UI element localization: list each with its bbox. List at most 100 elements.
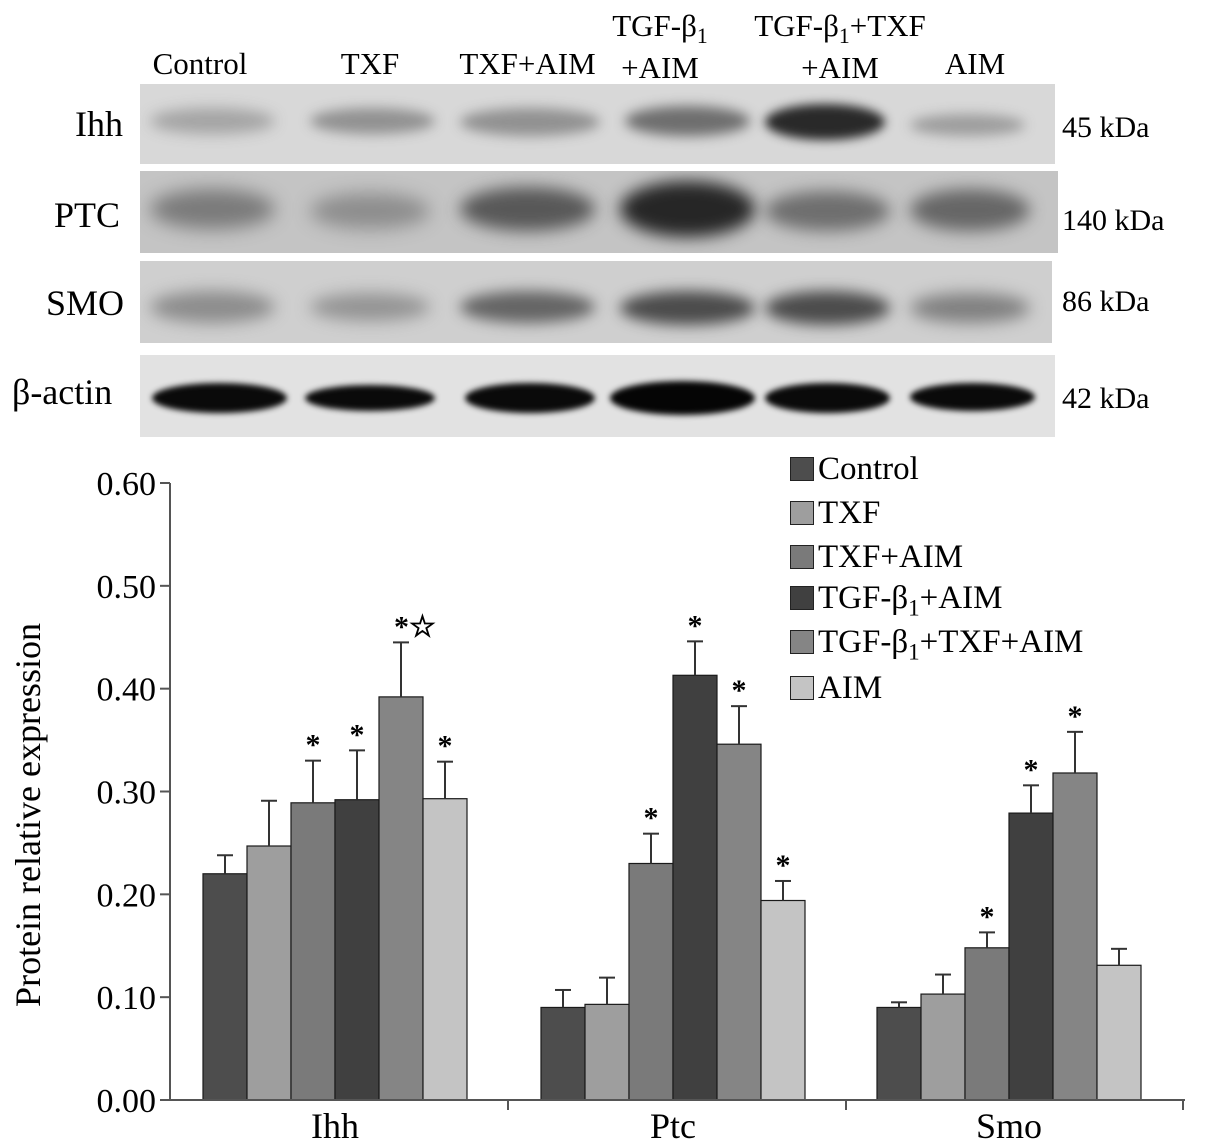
bar (584, 1003, 630, 1101)
blot-band (625, 106, 750, 136)
legend-swatch (790, 630, 814, 654)
legend-item-control: Control (790, 450, 919, 488)
significance-mark: * (644, 802, 659, 835)
bar (422, 798, 468, 1101)
blot-band (620, 291, 755, 325)
row-label-beta-actin: β-actin (12, 372, 113, 412)
legend-subscript: 1 (908, 594, 920, 621)
blot-band (910, 383, 1035, 411)
legend-label: TXF (818, 495, 881, 531)
blot-band (465, 383, 595, 413)
legend-label: Control (818, 451, 919, 487)
y-axis-label: Protein relative expression (8, 623, 48, 1007)
blot-band (150, 108, 275, 134)
y-tick-label: 0.00 (97, 1083, 157, 1120)
western-blot-panel: Control TXF TXF+AIM TGF-β1 +AIM TGF-β1+T… (0, 0, 1205, 440)
significance-mark: * (776, 849, 791, 882)
y-tick-label: 0.30 (97, 775, 157, 812)
legend-item-aim: AIM (790, 669, 882, 707)
bar (628, 862, 674, 1101)
blot-band (310, 108, 435, 134)
legend-item-txf: TXF (790, 494, 880, 532)
significance-mark: * (732, 674, 747, 707)
bar (716, 743, 762, 1101)
x-tick-label: Ihh (311, 1106, 359, 1140)
blot-band (460, 291, 595, 323)
bar (334, 799, 380, 1101)
significance-mark: * (980, 900, 995, 933)
blot-strip-beta-actin (140, 355, 1055, 437)
legend-label: TXF+AIM (818, 539, 964, 575)
legend-item-tgf-txf-aim: TGF-β1+TXF+AIM (790, 623, 1083, 671)
bar (1052, 772, 1098, 1101)
lane-label-txf-aim: TXF+AIM (459, 46, 596, 81)
bar (290, 802, 336, 1101)
bar (1008, 812, 1054, 1101)
blot-band (310, 293, 430, 321)
y-tick-label: 0.60 (97, 466, 157, 503)
legend-item-txf-aim: TXF+AIM (790, 538, 963, 576)
bar-chart: * * * * * * *☆ * * * * 0.00 0.10 0.20 0.30 0.40 0.50 0.6… (8, 466, 1185, 1140)
y-tick-label: 0.10 (97, 980, 157, 1017)
legend-label-suffix: +AIM (919, 580, 1003, 616)
x-tick-label: Smo (976, 1106, 1042, 1140)
y-tick-label: 0.20 (97, 877, 157, 914)
mw-label-smo: 86 kDa (1062, 285, 1150, 318)
blot-band (150, 291, 275, 323)
blot-band (305, 385, 435, 411)
bar (202, 873, 248, 1101)
significance-mark: * (1024, 753, 1039, 786)
legend-item-tgf-aim: TGF-β1+AIM (790, 579, 1002, 627)
significance-mark: * (438, 730, 453, 763)
lane-label-tgf-aim-line2: +AIM (621, 50, 699, 86)
blot-band (910, 189, 1030, 231)
blot-strip-ihh (140, 84, 1055, 164)
blot-band (765, 104, 885, 140)
significance-mark: * (688, 609, 703, 642)
legend-swatch (790, 545, 814, 569)
bar (876, 1006, 922, 1101)
significance-mark: * (1068, 700, 1083, 733)
x-tick-label: Ptc (650, 1106, 696, 1140)
bar (378, 696, 424, 1101)
blot-band (910, 293, 1030, 323)
blot-band (610, 381, 755, 415)
mw-label-beta-actin: 42 kDa (1062, 382, 1150, 415)
lane-label-tgf-txf-aim-line2: +AIM (801, 50, 879, 86)
legend-subscript: 1 (908, 638, 920, 665)
bar (964, 947, 1010, 1101)
blot-band (310, 193, 430, 229)
lane-label-tgf-txf-aim: TGF-β1+TXF +AIM (720, 8, 960, 86)
blot-band (620, 181, 755, 237)
bar (540, 1006, 586, 1101)
blot-strip-smo (140, 261, 1052, 343)
legend-label: TGF-β (818, 624, 909, 660)
lane-label-tgf-aim: TGF-β1 +AIM (590, 8, 730, 86)
legend-swatch (790, 457, 814, 481)
blot-band (460, 108, 600, 136)
lane-label-tgf-aim-line1: TGF-β1 (612, 8, 708, 49)
blot-band (150, 189, 275, 229)
bar (760, 899, 806, 1101)
legend-label-suffix: +TXF+AIM (919, 624, 1084, 660)
lane-label-aim: AIM (944, 46, 1006, 81)
legend-label: TGF-β (818, 580, 909, 616)
significance-mark: *☆ (394, 610, 436, 643)
row-label-smo: SMO (46, 283, 125, 323)
bar (1096, 964, 1142, 1101)
blot-band (910, 114, 1025, 136)
bar (246, 845, 292, 1101)
lane-label-control: Control (152, 46, 248, 81)
row-label-ptc: PTC (54, 195, 121, 235)
blot-band (460, 187, 595, 231)
blot-band (765, 383, 890, 413)
blot-band (765, 291, 890, 325)
lane-label-tgf-txf-aim-line1: TGF-β1+TXF (754, 8, 926, 49)
blot-strip-ptc (140, 171, 1058, 253)
y-tick-label: 0.50 (97, 569, 157, 606)
lane-label-txf: TXF (340, 46, 400, 81)
row-label-ihh: Ihh (75, 104, 123, 144)
legend-label: AIM (818, 670, 883, 706)
bar (920, 993, 966, 1101)
legend-swatch (790, 586, 814, 610)
